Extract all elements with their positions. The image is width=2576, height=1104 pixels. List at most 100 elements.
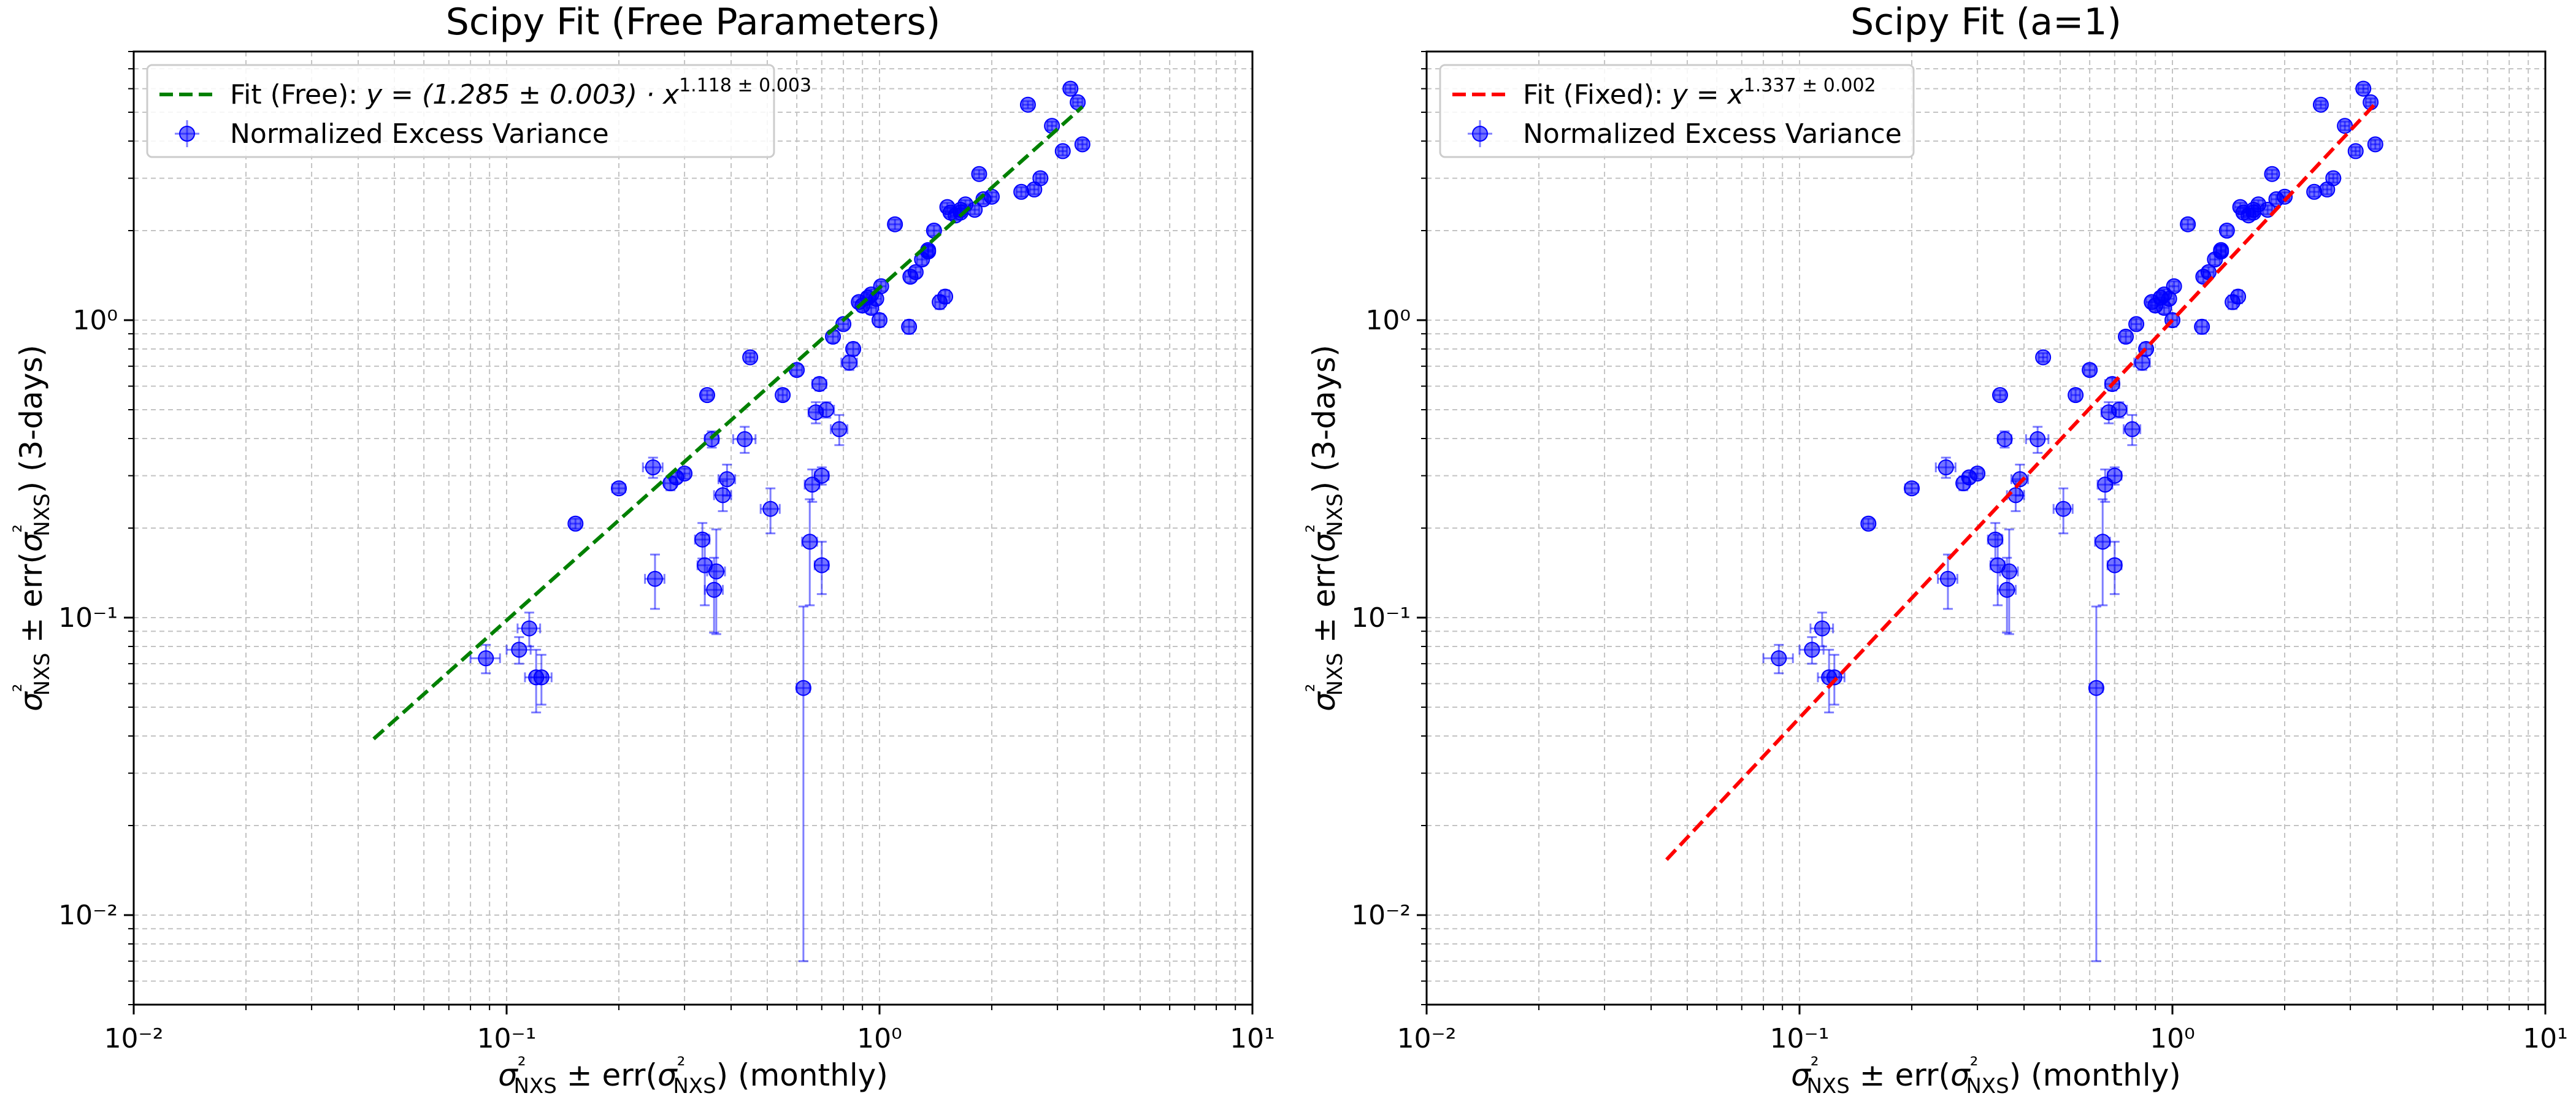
x-axis-label-text: σ² NXS ± err(σ² NXS) (monthly) xyxy=(498,1053,888,1098)
data-marker xyxy=(2194,318,2210,335)
data-marker xyxy=(2082,362,2098,378)
data-marker xyxy=(645,459,661,476)
data-point xyxy=(2106,540,2123,596)
legend-item: Fit (Free): y = (1.285 ± 0.003) · x1.118… xyxy=(159,75,811,110)
data-marker xyxy=(984,188,1000,205)
data-marker xyxy=(813,467,830,484)
data-marker xyxy=(478,650,494,667)
data-point xyxy=(516,611,542,648)
data-marker xyxy=(567,515,584,532)
data-marker xyxy=(802,534,818,550)
data-point xyxy=(644,553,665,610)
data-point xyxy=(732,426,757,454)
data-marker xyxy=(831,421,848,437)
data-point xyxy=(742,349,759,366)
data-point xyxy=(2082,362,2098,378)
data-marker xyxy=(2347,143,2364,159)
data-point xyxy=(611,480,627,497)
data-point xyxy=(1074,136,1091,153)
data-point xyxy=(2161,291,2177,307)
data-point xyxy=(795,605,811,962)
data-marker xyxy=(2312,96,2329,113)
data-marker xyxy=(646,570,663,587)
data-marker xyxy=(2180,216,2196,232)
data-marker xyxy=(907,264,924,280)
x-axis-label: σ² NXS ± err(σ² NXS) (monthly)σ²NXS ± err(… xyxy=(498,1053,888,1098)
fit-line xyxy=(372,105,1084,740)
legend-frame xyxy=(1439,64,1915,158)
data-marker xyxy=(1771,650,1787,667)
data-point xyxy=(2180,216,2196,232)
legend-label: Fit (Fixed): y = x1.337 ± 0.002 xyxy=(1523,75,1876,110)
data-marker xyxy=(1013,183,1030,200)
data-point xyxy=(1934,456,1957,479)
data-point xyxy=(694,522,711,560)
data-marker xyxy=(2277,188,2293,205)
data-marker xyxy=(1814,620,1830,637)
data-point xyxy=(835,316,852,332)
legend-marker-swatch xyxy=(179,126,195,142)
x-tick-label: 10⁰ xyxy=(2150,1023,2195,1054)
data-point xyxy=(2355,80,2372,97)
data-point xyxy=(1062,80,1079,97)
data-marker xyxy=(2337,118,2353,134)
data-point xyxy=(813,540,830,596)
data-marker xyxy=(1804,642,1820,658)
data-marker xyxy=(775,387,791,404)
data-marker xyxy=(2166,278,2182,294)
data-marker xyxy=(2355,80,2372,97)
data-marker xyxy=(845,341,862,358)
data-point xyxy=(1987,522,2004,560)
data-marker xyxy=(699,387,715,404)
data-marker xyxy=(2218,222,2235,239)
chart-title: Scipy Fit (a=1) xyxy=(1850,1,2122,44)
data-point xyxy=(872,312,887,328)
data-point xyxy=(1937,553,1958,610)
y-axis-label-text: σ²NXS ± err(σ²NXS) (3-days) xyxy=(9,345,55,711)
data-point xyxy=(1762,643,1794,675)
x-tick-label: 10⁻² xyxy=(104,1023,164,1054)
y-axis-label: σ²NXS ± err(σ²NXS) (3-days)σ²NXS ± err(σ… xyxy=(9,345,55,711)
data-point xyxy=(840,355,858,371)
y-tick-label: 10⁰ xyxy=(72,305,118,336)
fit-line xyxy=(1665,102,2377,861)
data-point xyxy=(1054,143,1071,159)
x-axis-label: σ² NXS ± err(σ² NXS) (monthly)σ²NXS ± err(… xyxy=(1791,1053,2181,1098)
data-point xyxy=(1013,183,1030,200)
data-point xyxy=(2213,242,2229,258)
data-marker xyxy=(2264,166,2280,182)
data-point xyxy=(699,387,715,404)
data-point xyxy=(642,456,664,479)
data-point xyxy=(529,654,553,706)
data-point xyxy=(2088,605,2104,962)
data-marker xyxy=(2068,387,2084,404)
data-point xyxy=(2325,170,2342,186)
legend: Fit (Fixed): y = x1.337 ± 0.002 Normalize… xyxy=(1439,64,1915,158)
data-point xyxy=(706,528,726,635)
grid xyxy=(1426,51,2545,1005)
x-tick-label: 10⁻¹ xyxy=(1770,1023,1830,1054)
data-marker xyxy=(533,669,550,686)
data-marker xyxy=(521,620,537,637)
data-point xyxy=(1860,515,1877,532)
data-point xyxy=(1032,170,1049,186)
data-point xyxy=(717,463,737,497)
data-marker xyxy=(1969,466,1986,482)
data-marker xyxy=(2001,563,2017,580)
data-marker xyxy=(2055,500,2072,517)
data-point xyxy=(2194,318,2210,335)
legend: Fit (Free): y = (1.285 ± 0.003) · x1.118… xyxy=(146,64,811,158)
data-point xyxy=(2122,414,2142,447)
data-marker xyxy=(813,557,830,573)
data-point xyxy=(811,376,828,393)
legend-frame xyxy=(146,64,775,158)
y-axis-label: σ²NXS ± err(σ²NXS) (3-days)σ²NXS ± err(σ… xyxy=(1302,345,1347,711)
data-point xyxy=(2110,401,2128,419)
data-marker xyxy=(811,376,828,393)
data-point xyxy=(2166,278,2182,294)
data-marker xyxy=(937,288,954,305)
data-point xyxy=(2337,118,2353,134)
data-marker xyxy=(2106,557,2123,573)
axis-ticks xyxy=(124,51,1254,1014)
legend-item: Fit (Fixed): y = x1.337 ± 0.002 xyxy=(1452,75,1876,110)
